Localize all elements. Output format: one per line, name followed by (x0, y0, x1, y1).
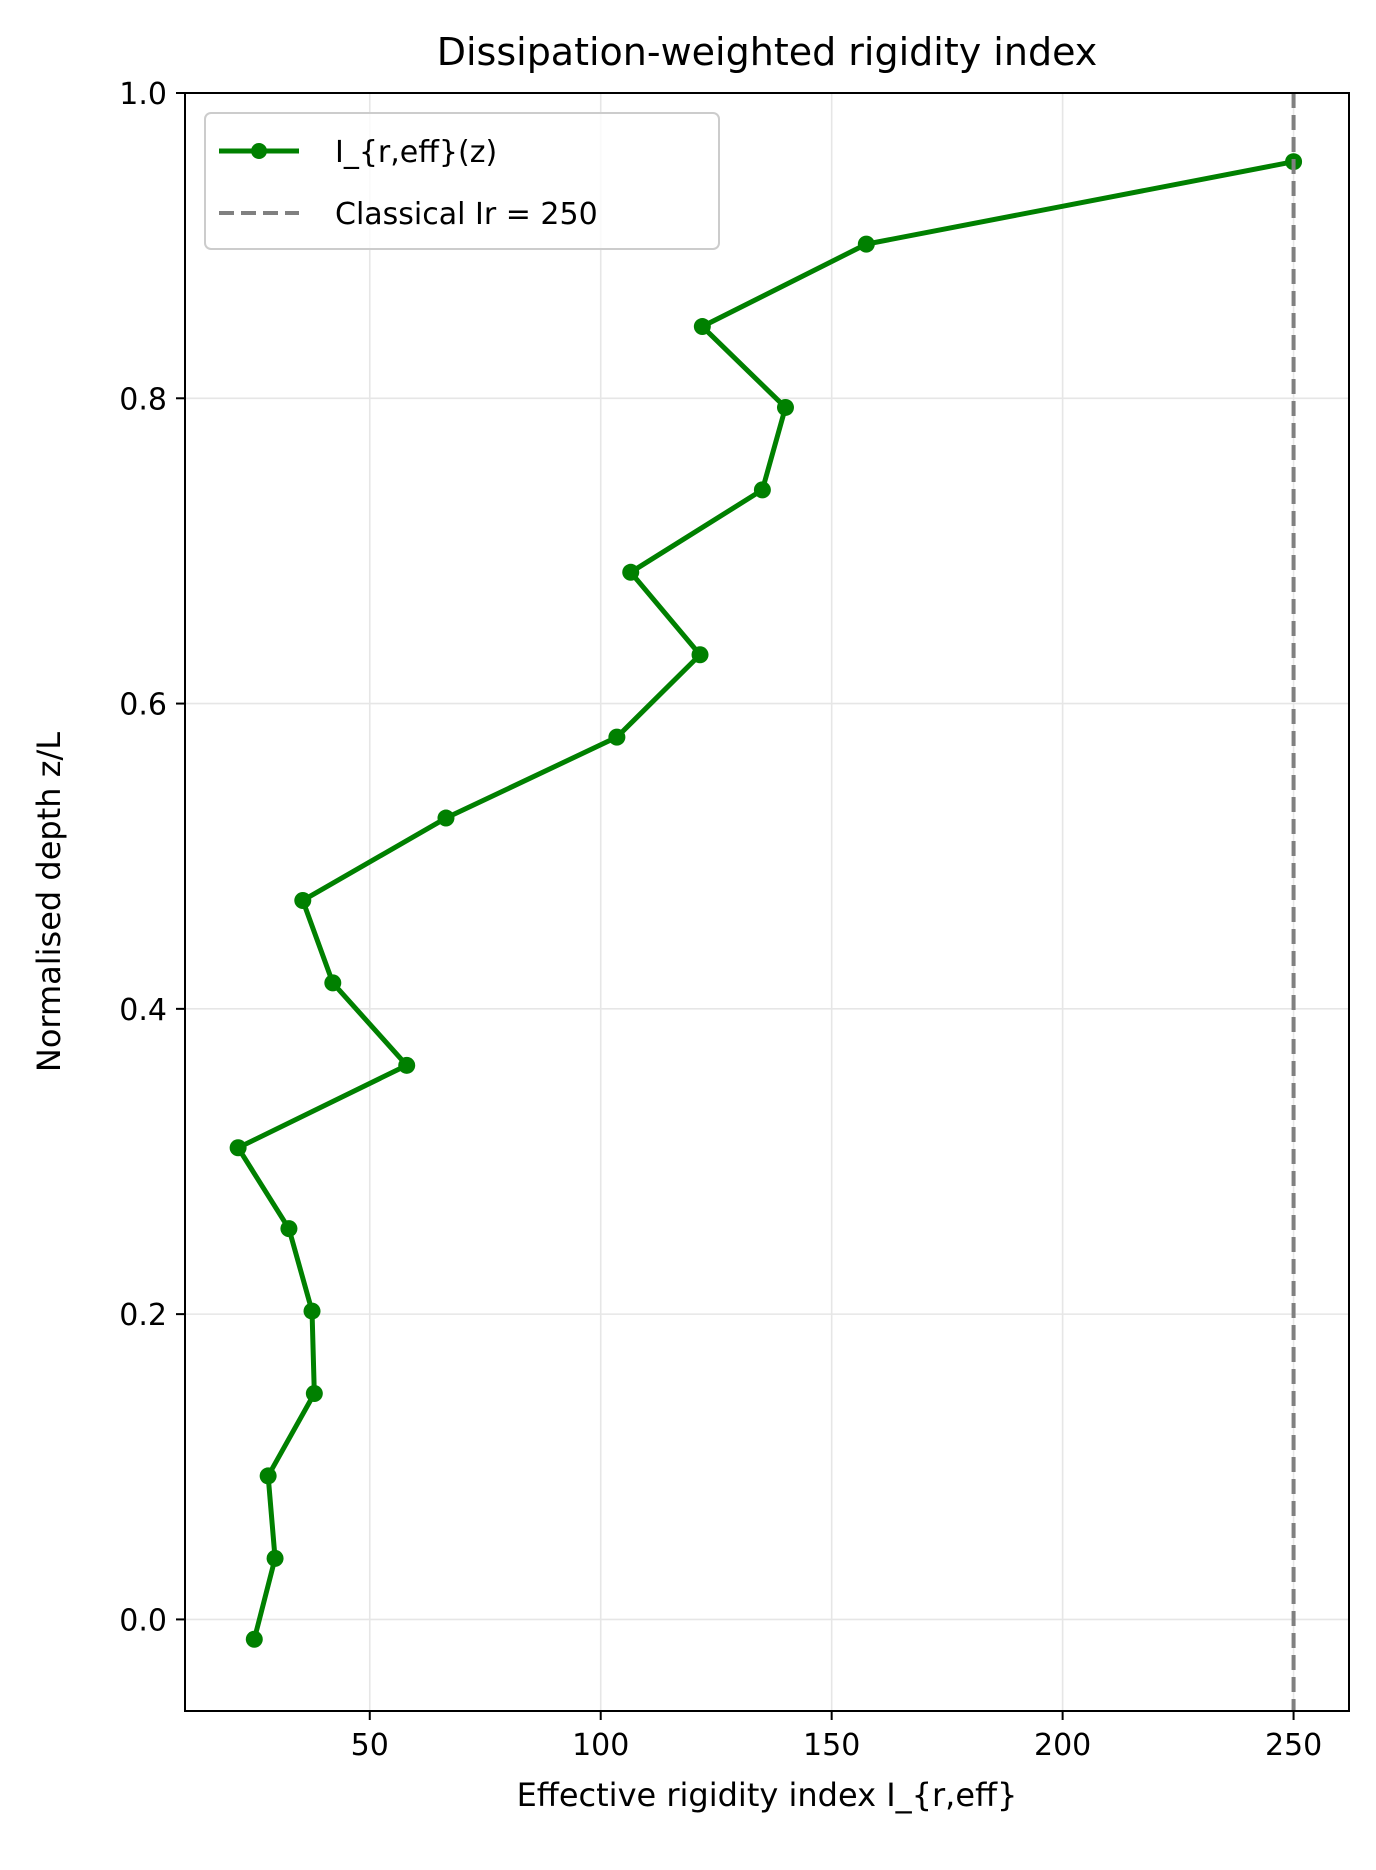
x-tick-label: 200 (1034, 1728, 1091, 1763)
series-layer (229, 93, 1303, 1711)
data-point (266, 1549, 284, 1567)
data-point (622, 563, 640, 581)
y-tick-label: 1.0 (119, 77, 167, 112)
legend-swatch-marker (251, 143, 267, 159)
y-axis-label: Normalised depth z/L (30, 732, 68, 1072)
x-tick-label: 150 (803, 1728, 860, 1763)
x-tick-label: 50 (351, 1728, 389, 1763)
data-point (324, 974, 342, 992)
y-tick-label: 0.8 (119, 382, 167, 417)
data-point (753, 481, 771, 499)
data-point (398, 1056, 416, 1074)
axis-ticks: 50 100 150 200 250 0.0 0.2 0.4 0.6 0.8 1.0 (119, 77, 1322, 1763)
x-tick-label: 100 (572, 1728, 629, 1763)
data-point (229, 1139, 247, 1157)
legend-label-classical: Classical Ir = 250 (335, 197, 598, 232)
data-point (259, 1467, 277, 1485)
y-tick-label: 0.6 (119, 688, 167, 723)
data-point (857, 235, 875, 253)
data-point (776, 398, 794, 416)
data-point (294, 891, 312, 909)
legend: I_{r,eff}(z) Classical Ir = 250 (204, 112, 720, 250)
data-point (691, 646, 709, 664)
chart-title: Dissipation-weighted rigidity index (437, 30, 1098, 74)
data-point (280, 1220, 298, 1238)
y-tick-label: 0.0 (119, 1603, 167, 1638)
data-point (437, 809, 455, 827)
data-point (303, 1302, 321, 1320)
y-tick-label: 0.2 (119, 1298, 167, 1333)
data-point (608, 728, 626, 746)
x-axis-label: Effective rigidity index I_{r,eff} (517, 1776, 1018, 1814)
legend-box (204, 112, 720, 250)
data-point (245, 1630, 263, 1648)
legend-label-series: I_{r,eff}(z) (335, 135, 497, 170)
plot-frame (184, 92, 1350, 1712)
y-tick-label: 0.4 (119, 993, 167, 1028)
data-point (305, 1385, 323, 1403)
x-tick-label: 250 (1265, 1728, 1322, 1763)
data-point (693, 318, 711, 336)
